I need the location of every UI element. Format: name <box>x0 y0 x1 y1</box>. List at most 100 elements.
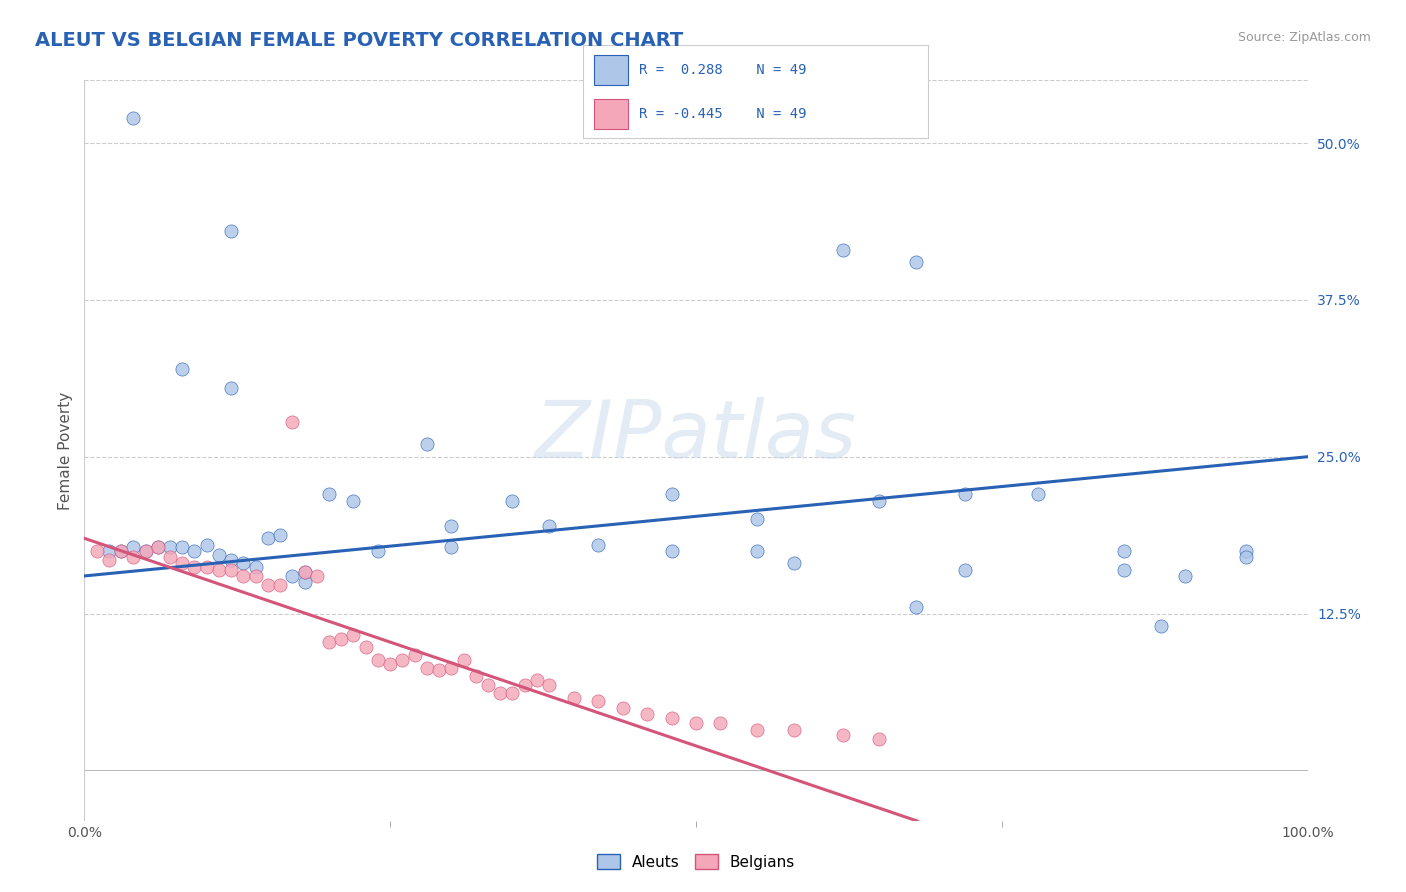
Point <box>869 732 891 747</box>
Point <box>685 715 707 730</box>
Text: ZIPatlas: ZIPatlas <box>534 397 858 475</box>
Point <box>464 669 486 683</box>
Point <box>219 563 242 577</box>
Point <box>219 224 242 238</box>
Text: Source: ZipAtlas.com: Source: ZipAtlas.com <box>1237 31 1371 45</box>
Point <box>783 723 806 738</box>
Point <box>318 487 340 501</box>
Point <box>661 544 683 558</box>
Point <box>905 255 928 269</box>
Point <box>208 563 231 577</box>
Point <box>747 512 769 526</box>
Point <box>586 694 609 708</box>
Point <box>831 243 853 257</box>
Point <box>257 578 280 592</box>
Point <box>172 557 194 571</box>
Legend: Aleuts, Belgians: Aleuts, Belgians <box>591 847 801 876</box>
Point <box>281 569 304 583</box>
Point <box>159 550 181 565</box>
Point <box>110 544 132 558</box>
Text: R = -0.445    N = 49: R = -0.445 N = 49 <box>638 107 806 121</box>
Point <box>294 565 316 579</box>
Point <box>869 493 891 508</box>
Point <box>404 648 426 662</box>
Point <box>1028 487 1050 501</box>
Point <box>294 565 316 579</box>
Point <box>97 552 120 566</box>
Point <box>159 540 181 554</box>
Point <box>905 600 928 615</box>
Point <box>538 518 561 533</box>
Point <box>831 728 853 742</box>
Point <box>477 678 499 692</box>
Point <box>562 690 585 705</box>
Point <box>526 673 548 687</box>
Point <box>232 557 254 571</box>
Point <box>1114 563 1136 577</box>
Point <box>219 381 242 395</box>
Point <box>294 575 316 590</box>
Point <box>1114 544 1136 558</box>
Point <box>195 538 218 552</box>
Point <box>453 653 475 667</box>
Text: ALEUT VS BELGIAN FEMALE POVERTY CORRELATION CHART: ALEUT VS BELGIAN FEMALE POVERTY CORRELAT… <box>35 31 683 50</box>
Point <box>489 686 512 700</box>
Point <box>342 493 364 508</box>
Point <box>367 653 389 667</box>
Point <box>281 415 304 429</box>
Point <box>183 560 205 574</box>
Point <box>747 544 769 558</box>
Point <box>416 660 439 674</box>
Point <box>146 540 169 554</box>
Point <box>257 531 280 545</box>
Point <box>709 715 731 730</box>
Point <box>318 635 340 649</box>
Point <box>953 563 976 577</box>
Point <box>269 527 291 541</box>
Point <box>747 723 769 738</box>
Point <box>245 560 267 574</box>
Point <box>661 487 683 501</box>
Point <box>416 437 439 451</box>
Point <box>1236 544 1258 558</box>
Point <box>97 544 120 558</box>
Point <box>172 540 194 554</box>
Point <box>502 493 524 508</box>
Point <box>502 686 524 700</box>
Point <box>245 569 267 583</box>
Point <box>342 628 364 642</box>
Point <box>391 653 413 667</box>
Point <box>367 544 389 558</box>
Bar <box>593 55 628 85</box>
Point <box>122 111 145 125</box>
Point <box>146 540 169 554</box>
Point <box>513 678 536 692</box>
Point <box>1174 569 1197 583</box>
Point <box>122 550 145 565</box>
Point <box>1236 550 1258 565</box>
Point <box>232 569 254 583</box>
Point <box>427 663 450 677</box>
Point <box>305 569 328 583</box>
Point <box>440 660 463 674</box>
Point <box>661 711 683 725</box>
Point <box>538 678 561 692</box>
Point <box>380 657 402 671</box>
Point <box>953 487 976 501</box>
Point <box>354 640 377 655</box>
Point <box>122 540 145 554</box>
Point <box>183 544 205 558</box>
Point <box>269 578 291 592</box>
Point <box>440 518 463 533</box>
Point <box>219 552 242 566</box>
Point <box>636 706 658 721</box>
Y-axis label: Female Poverty: Female Poverty <box>58 392 73 509</box>
Point <box>195 560 218 574</box>
Point <box>440 540 463 554</box>
Point <box>86 544 108 558</box>
Point <box>1150 619 1173 633</box>
Point <box>208 548 231 562</box>
Point <box>612 700 634 714</box>
Point <box>135 544 157 558</box>
Text: R =  0.288    N = 49: R = 0.288 N = 49 <box>638 63 806 77</box>
